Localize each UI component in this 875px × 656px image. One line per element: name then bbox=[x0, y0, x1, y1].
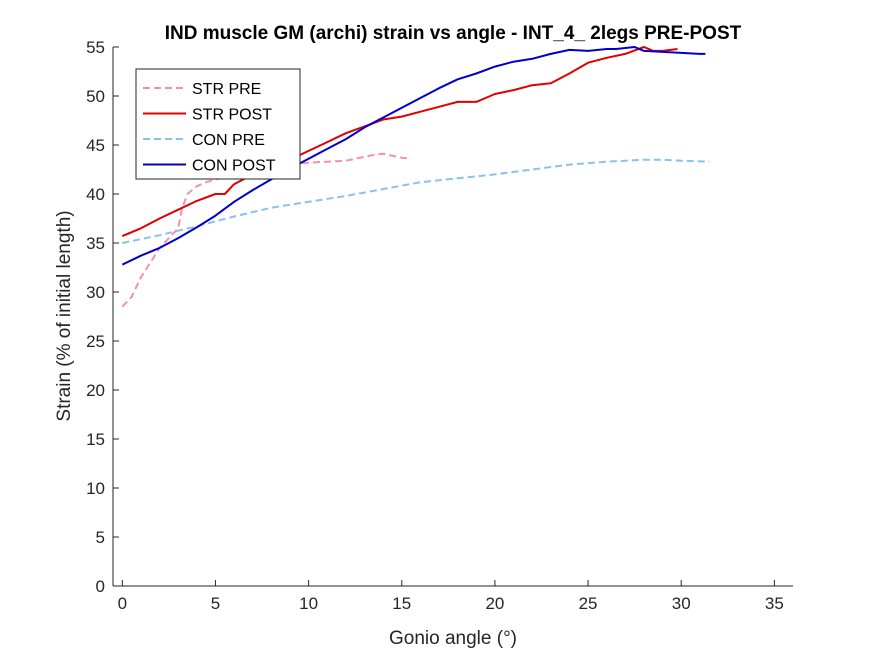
x-axis-label: Gonio angle (°) bbox=[389, 628, 517, 649]
legend-box bbox=[135, 68, 301, 180]
y-tick-label: 50 bbox=[86, 87, 105, 106]
y-tick-label: 5 bbox=[96, 528, 105, 547]
y-tick-label: 45 bbox=[86, 136, 105, 155]
y-tick-label: 35 bbox=[86, 234, 105, 253]
y-tick-label: 30 bbox=[86, 283, 105, 302]
x-ticks: 0 5 10 15 20 25 30 35 bbox=[118, 580, 784, 613]
y-ticks: 0 5 10 15 20 25 30 35 40 45 50 55 bbox=[86, 38, 119, 596]
y-tick-label: 15 bbox=[86, 430, 105, 449]
series-line-con-pre bbox=[122, 158, 710, 244]
legend-items: STR PRE STR POST CON PRE CON POST bbox=[143, 81, 276, 175]
x-tick-label: 25 bbox=[579, 594, 598, 613]
legend-label: CON POST bbox=[192, 158, 276, 175]
legend-label: STR POST bbox=[192, 107, 272, 124]
y-tick-label: 55 bbox=[86, 38, 105, 57]
x-tick-label: 20 bbox=[485, 594, 504, 613]
series-line-con-post bbox=[121, 46, 706, 266]
x-tick-label: 5 bbox=[211, 594, 220, 613]
chart-title: IND muscle GM (archi) strain vs angle - … bbox=[165, 23, 742, 44]
legend-label: STR PRE bbox=[192, 81, 261, 98]
series-layer bbox=[121, 46, 710, 308]
x-tick-label: 10 bbox=[299, 594, 318, 613]
y-axis-label: Strain (% of initial length) bbox=[54, 210, 75, 421]
y-tick-label: 25 bbox=[86, 332, 105, 351]
legend: STR PRE STR POST CON PRE CON POST bbox=[135, 68, 301, 180]
x-tick-label: 15 bbox=[392, 594, 411, 613]
series-line-str-post bbox=[121, 46, 678, 238]
x-tick-label: 30 bbox=[672, 594, 691, 613]
legend-label: CON PRE bbox=[192, 132, 265, 149]
x-tick-label: 35 bbox=[765, 594, 784, 613]
y-tick-label: 10 bbox=[86, 479, 105, 498]
y-tick-label: 0 bbox=[96, 577, 105, 596]
axes-layer bbox=[112, 47, 793, 587]
y-tick-label: 20 bbox=[86, 381, 105, 400]
y-tick-label: 40 bbox=[86, 185, 105, 204]
x-tick-label: 0 bbox=[118, 594, 127, 613]
